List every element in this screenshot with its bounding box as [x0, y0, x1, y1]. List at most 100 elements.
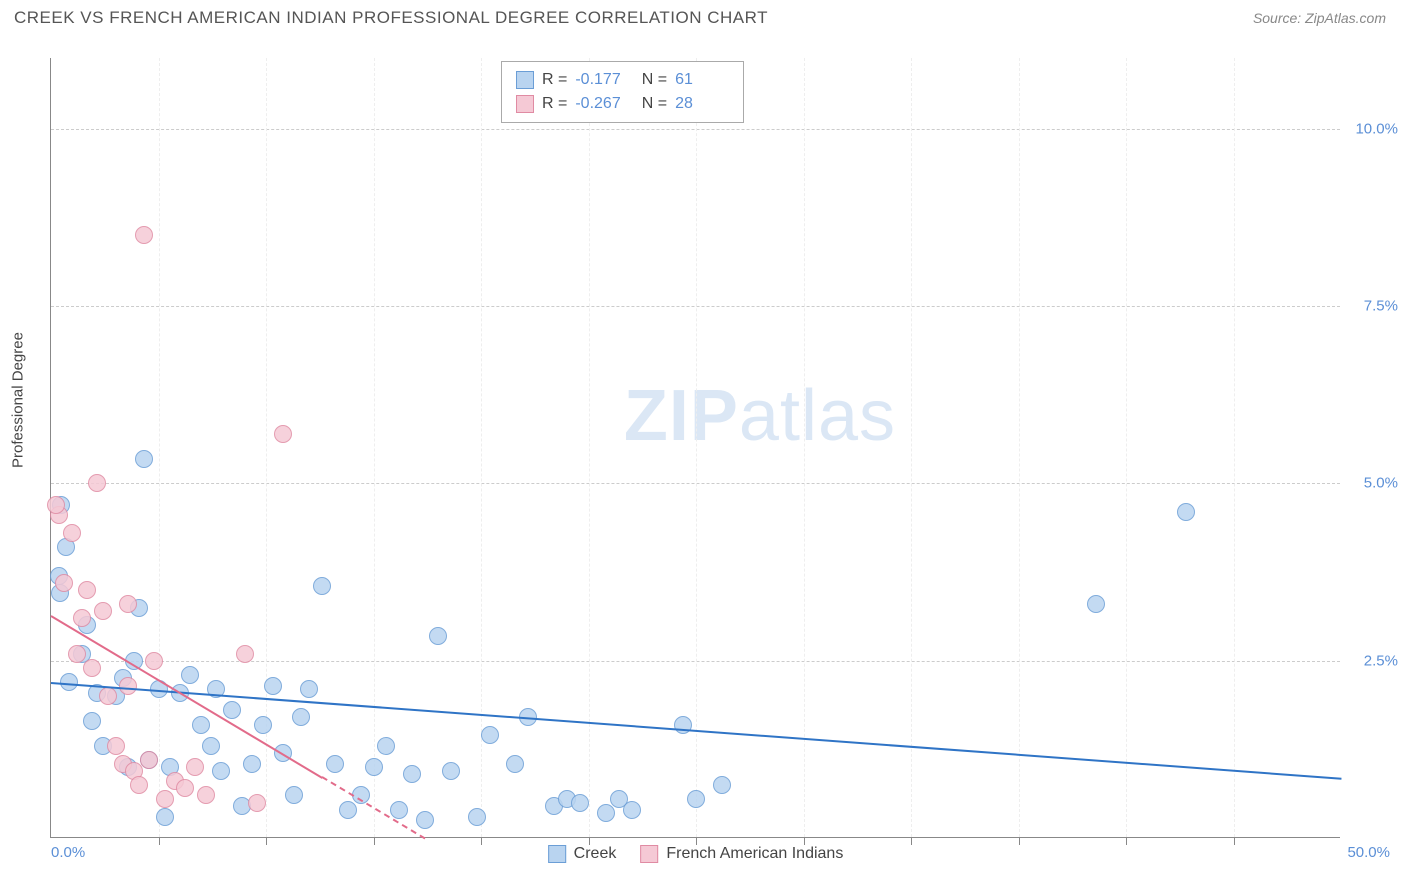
data-point: [403, 765, 421, 783]
gridline-v: [804, 58, 805, 837]
data-point: [442, 762, 460, 780]
data-point: [94, 602, 112, 620]
data-point: [416, 811, 434, 829]
data-point: [135, 226, 153, 244]
legend-swatch: [516, 95, 534, 113]
data-point: [63, 524, 81, 542]
x-axis-max-label: 50.0%: [1347, 844, 1390, 861]
data-point: [1087, 595, 1105, 613]
data-point: [243, 755, 261, 773]
legend-label: French American Indians: [666, 845, 843, 863]
legend-item: Creek: [548, 845, 617, 863]
x-axis-min-label: 0.0%: [51, 844, 85, 861]
data-point: [83, 712, 101, 730]
data-point: [107, 737, 125, 755]
data-point: [47, 496, 65, 514]
data-point: [248, 794, 266, 812]
x-tick: [266, 837, 267, 845]
gridline-v: [374, 58, 375, 837]
x-tick: [1126, 837, 1127, 845]
legend-swatch: [640, 845, 658, 863]
data-point: [68, 645, 86, 663]
gridline-v: [911, 58, 912, 837]
stat-r-key: R =: [542, 68, 567, 92]
data-point: [176, 779, 194, 797]
stats-row: R =-0.267 N =28: [516, 92, 729, 116]
data-point: [506, 755, 524, 773]
x-tick: [481, 837, 482, 845]
data-point: [223, 701, 241, 719]
y-tick-label: 5.0%: [1364, 475, 1398, 492]
y-tick-label: 10.0%: [1355, 120, 1398, 137]
stats-legend: R =-0.177 N =61R =-0.267 N =28: [501, 61, 744, 123]
data-point: [623, 801, 641, 819]
data-point: [212, 762, 230, 780]
data-point: [88, 474, 106, 492]
data-point: [365, 758, 383, 776]
x-tick: [1234, 837, 1235, 845]
data-point: [186, 758, 204, 776]
stat-r-key: R =: [542, 92, 567, 116]
x-tick: [1019, 837, 1020, 845]
data-point: [55, 574, 73, 592]
legend-label: Creek: [574, 845, 617, 863]
data-point: [687, 790, 705, 808]
data-point: [254, 716, 272, 734]
gridline-v: [159, 58, 160, 837]
data-point: [713, 776, 731, 794]
data-point: [1177, 503, 1195, 521]
data-point: [339, 801, 357, 819]
data-point: [130, 776, 148, 794]
gridline-v: [481, 58, 482, 837]
gridline-v: [1234, 58, 1235, 837]
x-tick: [159, 837, 160, 845]
gridline-v: [1126, 58, 1127, 837]
stat-n-val: 61: [675, 68, 729, 92]
data-point: [326, 755, 344, 773]
x-tick: [911, 837, 912, 845]
stats-row: R = -0.177 N = 61: [516, 68, 729, 92]
data-point: [156, 808, 174, 826]
scatter-chart: ZIPatlas 2.5%5.0%7.5%10.0% R =-0.177 N =…: [50, 58, 1340, 838]
x-tick: [589, 837, 590, 845]
gridline-v: [1019, 58, 1020, 837]
data-point: [285, 786, 303, 804]
y-tick-label: 2.5%: [1364, 652, 1398, 669]
data-point: [313, 577, 331, 595]
data-point: [468, 808, 486, 826]
data-point: [197, 786, 215, 804]
chart-title: CREEK VS FRENCH AMERICAN INDIAN PROFESSI…: [14, 8, 768, 28]
data-point: [274, 425, 292, 443]
data-point: [135, 450, 153, 468]
watermark: ZIPatlas: [624, 375, 896, 457]
data-point: [145, 652, 163, 670]
data-point: [83, 659, 101, 677]
x-tick: [696, 837, 697, 845]
data-point: [300, 680, 318, 698]
stat-r-val: -0.267: [575, 92, 629, 116]
data-point: [73, 609, 91, 627]
data-point: [119, 595, 137, 613]
stat-n-key: N =: [637, 68, 667, 92]
data-point: [597, 804, 615, 822]
legend-item: French American Indians: [640, 845, 843, 863]
stat-r-val: -0.177: [575, 68, 629, 92]
series-legend: Creek French American Indians: [548, 845, 844, 863]
data-point: [99, 687, 117, 705]
y-tick-label: 7.5%: [1364, 298, 1398, 315]
data-point: [571, 794, 589, 812]
data-point: [264, 677, 282, 695]
data-point: [181, 666, 199, 684]
data-point: [156, 790, 174, 808]
x-tick: [374, 837, 375, 845]
data-point: [140, 751, 158, 769]
data-point: [292, 708, 310, 726]
data-point: [202, 737, 220, 755]
data-point: [390, 801, 408, 819]
data-point: [429, 627, 447, 645]
y-axis-label: Professional Degree: [10, 332, 27, 468]
data-point: [481, 726, 499, 744]
source-attribution: Source: ZipAtlas.com: [1253, 10, 1386, 26]
data-point: [236, 645, 254, 663]
data-point: [377, 737, 395, 755]
